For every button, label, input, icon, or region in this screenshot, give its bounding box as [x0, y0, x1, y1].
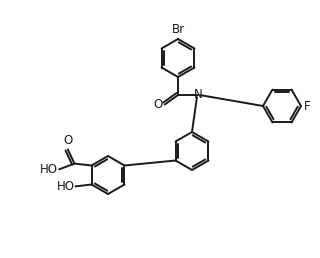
Text: O: O — [154, 98, 163, 111]
Text: O: O — [63, 134, 72, 147]
Text: HO: HO — [56, 180, 74, 193]
Text: HO: HO — [40, 163, 58, 176]
Text: N: N — [194, 87, 202, 101]
Text: F: F — [304, 100, 311, 112]
Text: Br: Br — [172, 23, 185, 36]
